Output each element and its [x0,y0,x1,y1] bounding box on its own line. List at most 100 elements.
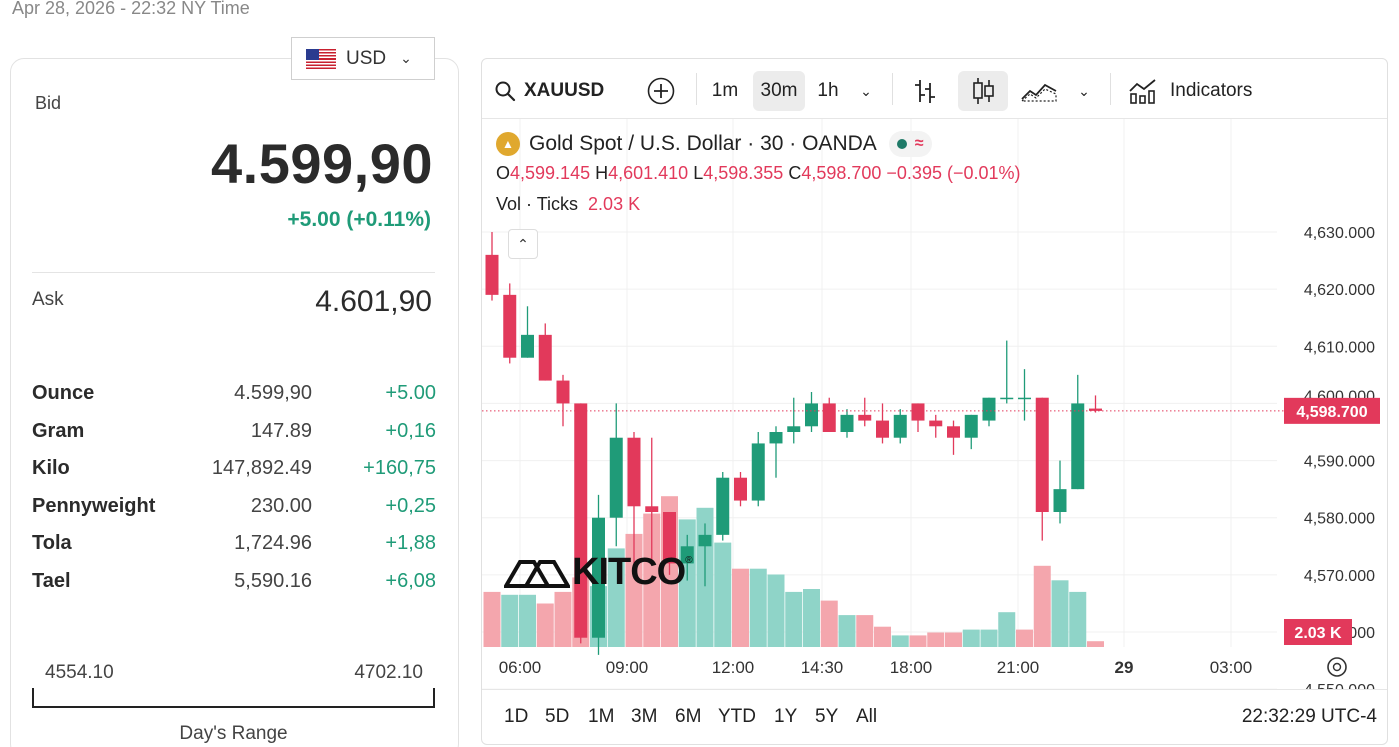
chart-toolbar: XAUUSD 1m 30m 1h ⌄ [482,59,1387,119]
unit-row-gram: Gram 147.89 +0,16 [32,414,436,452]
unit-row-tael: Tael 5,590.16 +6,08 [32,564,436,602]
volume-bar [625,533,643,647]
open-label: O [496,163,511,183]
range-1d[interactable]: 1D [504,706,529,727]
divider [32,272,435,273]
range-all[interactable]: All [856,706,878,727]
volume-bar [749,568,767,647]
unit-row-tola: Tola 1,724.96 +1,88 [32,526,436,564]
currency-label: USD [346,47,387,69]
range-3m[interactable]: 3M [631,706,658,727]
interval-1h[interactable]: 1h [817,80,839,101]
price-axis-label: 4,610.000 [1304,339,1375,356]
bid-label: Bid [35,93,62,113]
volume-bar [891,635,909,647]
volume-bar [643,513,661,647]
time-axis-label: 29 [1115,658,1134,677]
chevron-down-icon: ⌄ [400,50,412,66]
plus-circle-icon [647,77,675,105]
chart-legend-title: ▲ Gold Spot / U.S. Dollar · 30 · OANDA ≈ [496,131,932,157]
candle-body [876,420,889,438]
toolbar-separator [1110,73,1111,105]
range-5d[interactable]: 5D [545,706,570,727]
registered-mark: ® [685,555,693,566]
symbol-search[interactable]: XAUUSD [494,71,614,111]
candle-body [911,403,925,421]
candle-body [1089,408,1102,411]
bars-style-button[interactable] [906,71,944,111]
price-chart[interactable]: 4,630.000 4,620.000 4,610.000 4,590.000 4,58… [482,119,1388,689]
volume-bar [483,591,501,647]
low-value: 4,598.355 [703,163,784,183]
volume-bar [767,574,785,647]
volume-bar [607,548,625,647]
change-value: −0.395 (−0.01%) [886,163,1021,183]
volume-bar [519,594,536,647]
interval-30m[interactable]: 30m [753,71,805,111]
candle-body [609,437,623,518]
time-axis-label: 21:00 [997,658,1040,677]
candle-body [556,380,570,404]
unit-price: 4.599,90 [234,382,312,404]
volume-bar [714,542,732,647]
unit-change: +0,16 [385,419,436,442]
interval-1m[interactable]: 1m [711,80,739,101]
candle-body [538,334,552,381]
ask-label: Ask [32,289,64,310]
candle-body [751,443,765,501]
range-5y[interactable]: 5Y [815,706,839,727]
indicators-button[interactable]: Indicators [1128,71,1278,111]
candle-body [1018,397,1031,400]
volume-bar [536,603,554,647]
candles-style-button[interactable] [958,71,1008,111]
candle-body [627,437,641,507]
kitco-wordmark: KITCO [572,551,686,593]
chart-style-dropdown[interactable]: ⌄ [1070,71,1098,111]
collapse-legend-button[interactable]: ⌃ [508,229,538,259]
settings-icon-center [1332,662,1342,672]
range-1m[interactable]: 1M [588,706,615,727]
unit-price: 1,724.96 [234,532,312,555]
day-range-high: 4702.10 [354,662,423,683]
candle-body [769,432,783,444]
volume-label: Vol · Ticks [496,194,579,214]
day-range-label: Day's Range [179,723,288,744]
last-volume-badge [1284,619,1352,645]
settings-icon[interactable] [1327,657,1347,677]
unit-name: Tael [32,569,71,592]
unit-name: Ounce [32,382,95,404]
volume-bar [980,629,998,647]
range-6m[interactable]: 6M [675,706,702,727]
unit-row-ounce: Ounce 4.599,90 +5.00 [32,376,436,414]
last-price-label: 4,598.700 [1296,404,1367,421]
candle-body [716,477,730,535]
chart-clock[interactable]: 22:32:29 UTC-4 [1241,706,1377,727]
range-1y[interactable]: 1Y [774,706,798,727]
candle-body [663,512,676,564]
unit-price: 5,590.16 [234,569,312,592]
bars-icon [915,80,935,103]
unit-change: +1,88 [385,532,436,555]
unit-change: +6,08 [385,569,436,592]
volume-bar [927,632,945,647]
price-card [10,58,459,747]
area-style-button[interactable] [1018,71,1060,111]
last-price-badge [1284,397,1380,424]
range-ytd[interactable]: YTD [718,706,756,727]
candle-body [592,517,605,638]
chevron-up-icon: ⌃ [517,235,529,252]
candle-body [1000,397,1014,400]
data-feed-icon: ≈ [914,135,924,152]
volume-bar [803,589,820,647]
market-status-pill[interactable]: ≈ [888,131,932,157]
unit-row-kilo: Kilo 147,892.49 +160,75 [32,451,436,489]
candle-body [858,414,872,421]
compare-symbol-button[interactable] [642,71,680,111]
currency-selector[interactable]: USD ⌄ [291,37,435,80]
chart-widget: XAUUSD 1m 30m 1h ⌄ [481,58,1388,745]
candle-body [503,294,517,358]
time-axis-label: 03:00 [1210,658,1253,677]
interval-dropdown[interactable]: ⌄ [852,71,880,111]
volume-value: 2.03 K [588,194,641,214]
unit-name: Tola [32,532,72,555]
